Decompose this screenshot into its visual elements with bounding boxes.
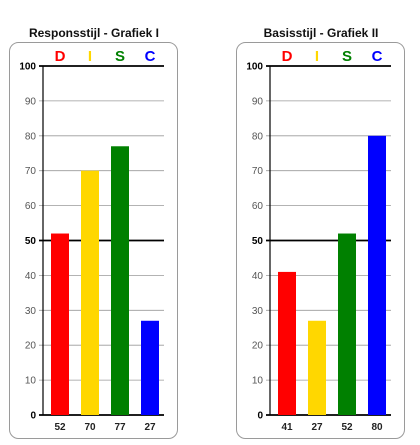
y-tick-label: 10 bbox=[252, 376, 264, 387]
chart-plot: 0 10 20 30 40 50 60 70 80 90 100 D 41 I 27 S 52 C 80 bbox=[236, 42, 405, 439]
bar-c bbox=[368, 135, 386, 416]
y-tick-label: 30 bbox=[252, 306, 264, 317]
y-tick-label: 80 bbox=[25, 131, 37, 142]
bar-d bbox=[51, 233, 69, 415]
y-tick-label: 40 bbox=[25, 271, 37, 282]
value-label: 52 bbox=[54, 422, 66, 433]
value-label: 27 bbox=[311, 422, 323, 433]
y-tick-label: 20 bbox=[252, 341, 264, 352]
category-label: D bbox=[282, 48, 293, 65]
bar-d bbox=[278, 271, 296, 415]
category-label: D bbox=[55, 48, 66, 65]
y-tick-label: 80 bbox=[252, 131, 264, 142]
value-label: 70 bbox=[84, 422, 96, 433]
y-tick-label: 0 bbox=[257, 411, 263, 422]
category-label: C bbox=[145, 48, 156, 65]
y-tick-label: 50 bbox=[252, 236, 264, 247]
chart-plot: 0 10 20 30 40 50 60 70 80 90 100 D 52 I 70 S 77 C 27 bbox=[9, 42, 178, 439]
category-label: S bbox=[115, 48, 125, 65]
y-tick-label: 30 bbox=[25, 306, 37, 317]
bar-s bbox=[338, 233, 356, 415]
y-tick-label: 100 bbox=[246, 62, 263, 73]
value-label: 80 bbox=[371, 422, 383, 433]
y-tick-label: 90 bbox=[252, 96, 264, 107]
y-tick-label: 70 bbox=[252, 166, 264, 177]
y-tick-label: 70 bbox=[25, 166, 37, 177]
value-label: 41 bbox=[281, 422, 293, 433]
category-label: S bbox=[342, 48, 352, 65]
bar-i bbox=[81, 170, 99, 415]
y-tick-label: 10 bbox=[25, 376, 37, 387]
category-label: I bbox=[88, 48, 92, 65]
value-label: 52 bbox=[341, 422, 353, 433]
y-tick-label: 100 bbox=[19, 62, 36, 73]
y-tick-label: 60 bbox=[25, 201, 37, 212]
category-label: C bbox=[372, 48, 383, 65]
value-label: 77 bbox=[114, 422, 126, 433]
y-tick-label: 0 bbox=[30, 411, 36, 422]
y-tick-label: 60 bbox=[252, 201, 264, 212]
y-tick-label: 50 bbox=[25, 236, 37, 247]
bar-i bbox=[308, 320, 326, 415]
y-tick-label: 40 bbox=[252, 271, 264, 282]
y-tick-label: 20 bbox=[25, 341, 37, 352]
category-label: I bbox=[315, 48, 319, 65]
value-label: 27 bbox=[144, 422, 156, 433]
bar-c bbox=[141, 320, 159, 415]
y-tick-label: 90 bbox=[25, 96, 37, 107]
bar-s bbox=[111, 146, 129, 415]
chart-title: Basisstijl - Grafiek II bbox=[263, 26, 379, 40]
chart-title: Responsstijl - Grafiek I bbox=[28, 26, 160, 40]
